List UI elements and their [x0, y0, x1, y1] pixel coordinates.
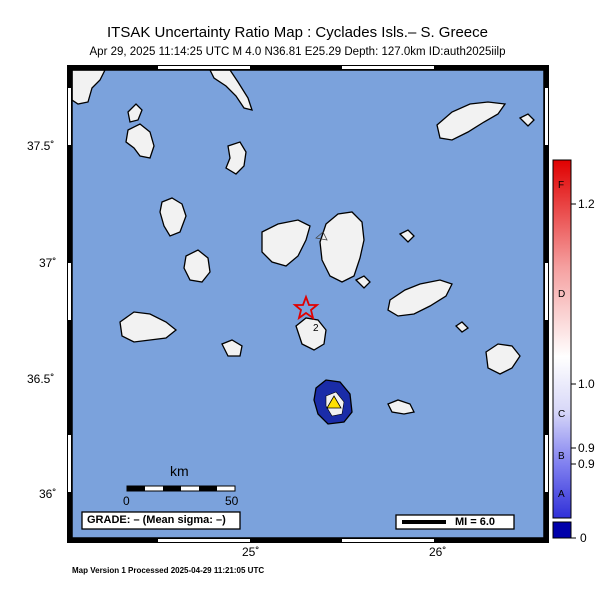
grade-box-frame [81, 511, 241, 530]
lat-label: 37˚ [39, 256, 57, 270]
lon-label: 25˚ [242, 545, 260, 559]
island-anafi [387, 399, 415, 415]
island-donousa [398, 229, 415, 243]
map-subtitle: Apr 29, 2025 11:14:25 UTC M 4.0 N36.81 E… [89, 46, 506, 58]
island-syros [225, 141, 247, 175]
scale-start-label: 0 [123, 494, 130, 508]
scale-unit-label: km [170, 463, 189, 479]
colorbar-tick-label: 0 [580, 531, 587, 545]
grade-label: GRADE: – (Mean sigma: –) [87, 514, 226, 526]
lon-label: 26˚ [429, 545, 447, 559]
colorbar-tick-label: 1.0 [578, 377, 595, 391]
island-ikaria [436, 101, 507, 141]
lat-label: 37.5˚ [27, 139, 55, 153]
frame-tick-gaps [68, 66, 548, 542]
processing-footer: Map Version 1 Processed 2025-04-29 11:21… [72, 566, 265, 575]
island-serifos-north [159, 197, 187, 237]
grade-letter: B [558, 451, 565, 462]
colorbar-tick-label: 1.2 [578, 197, 595, 211]
island-levitha [454, 321, 470, 333]
island-kea-north [127, 103, 143, 123]
island-sifnos [183, 249, 211, 283]
island-milos [119, 311, 178, 343]
colorbar-tick-label: 0.9 [578, 457, 595, 471]
colorbar [552, 159, 572, 519]
colorbar-bottom-swatch [552, 521, 572, 539]
lat-label: 36.5˚ [27, 372, 55, 386]
scale-bar [126, 485, 236, 492]
island-paros [261, 219, 311, 267]
island-kea [125, 123, 155, 159]
mi-line [402, 520, 446, 524]
map-title: ITSAK Uncertainty Ratio Map : Cyclades I… [107, 24, 488, 41]
island-amorgos [387, 279, 453, 317]
grade-letter: A [558, 489, 565, 500]
island-koufonisi [354, 275, 371, 289]
scale-end-label: 50 [225, 494, 239, 508]
island-fourni [518, 113, 535, 127]
island-evia-west [71, 69, 107, 105]
mi-legend-label: MI = 6.0 [455, 516, 496, 528]
grade-letter: F [558, 180, 565, 191]
island-ios [295, 317, 327, 351]
island-andros-north [208, 69, 253, 111]
epicenter-star [292, 294, 320, 321]
colorbar-tick-label: 0.9 [578, 441, 595, 455]
grade-letter: D [558, 289, 566, 300]
island-astypalaia [485, 343, 521, 375]
colorbar-ticks [571, 203, 576, 539]
island-naxos [319, 211, 365, 283]
islands [71, 69, 535, 415]
grade-letter: C [558, 409, 566, 420]
island-folegandros [221, 339, 243, 357]
lat-label: 36˚ [39, 487, 57, 501]
station-label: 2 [313, 323, 319, 334]
station-triangle [326, 395, 342, 409]
station-marker [315, 231, 328, 241]
mi-box-frame [395, 514, 515, 530]
